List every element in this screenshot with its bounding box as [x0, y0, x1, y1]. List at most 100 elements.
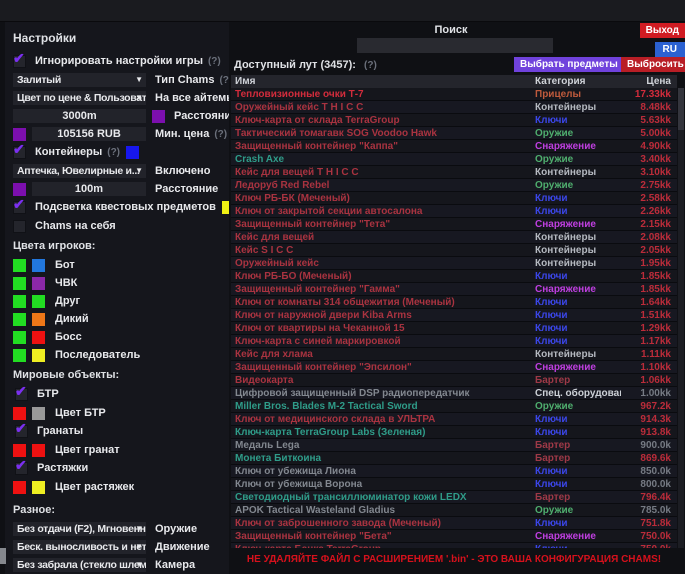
- table-row[interactable]: Ключ-карта с синей маркировкой Ключи 1.17k…: [231, 335, 677, 348]
- table-row[interactable]: Монета Биткоина Бартер 869.6k: [231, 452, 677, 465]
- quest-highlight-swatch[interactable]: [221, 200, 229, 214]
- btr-checkbox[interactable]: ✔: [15, 384, 28, 401]
- min-price-row: 105156 RUB Мин. цена (?): [13, 127, 227, 141]
- window-resize-tab[interactable]: [0, 548, 6, 564]
- btr-color-swatch-1[interactable]: [13, 406, 26, 420]
- movement-dropdown[interactable]: Беск. выносливость и нет устал ▼: [13, 540, 146, 554]
- table-row[interactable]: Ключ от убежища Ворона Ключи 800.0k: [231, 478, 677, 491]
- distance-input[interactable]: 3000m: [13, 109, 146, 123]
- item-name: Ключ от заброшенного завода (Меченый): [235, 517, 442, 529]
- table-row[interactable]: Ключ-карта Банка TerraGroupКлючи750.0k: [231, 543, 677, 548]
- table-row[interactable]: Crash Axe Оружие 3.40kk: [231, 153, 677, 166]
- player-color-swatch-2[interactable]: [32, 276, 45, 290]
- item-price: 850.0k: [640, 465, 671, 477]
- table-row[interactable]: Ключ от медицинского склада в УЛЬТРА Ключ…: [231, 413, 677, 426]
- select-kappa-items-button[interactable]: Выбрать предметы каппа: [514, 57, 655, 72]
- item-name: Оружейный кейс: [235, 257, 319, 269]
- player-color-swatch-2[interactable]: [32, 258, 45, 272]
- table-row[interactable]: Светодиодный трансиллюминатор кожи LEDX Б…: [231, 491, 677, 504]
- table-row[interactable]: Защищенный контейнер "Эпсилон" Снаряжение…: [231, 361, 677, 374]
- table-row[interactable]: Ледоруб Red Rebel Оружие 2.75kk: [231, 179, 677, 192]
- column-header-price[interactable]: Цена: [646, 76, 671, 87]
- tripwire-color-swatch-2[interactable]: [32, 480, 45, 494]
- player-color-swatch-1[interactable]: [13, 330, 26, 344]
- table-row[interactable]: Ключ от закрытой секции автосалона Ключи 2…: [231, 205, 677, 218]
- grenades-checkbox[interactable]: ✔: [15, 421, 28, 438]
- table-row[interactable]: Цифровой защищенный DSP радиопередатчик С…: [231, 387, 677, 400]
- min-price-color-swatch[interactable]: [13, 127, 26, 141]
- table-row[interactable]: Медаль Lega Бартер 900.0k: [231, 439, 677, 452]
- table-row[interactable]: Видеокарта Бартер 1.06kk: [231, 374, 677, 387]
- column-header-category[interactable]: Категория: [535, 76, 586, 87]
- table-row[interactable]: Тактический томагавк SOG Voodoo Hawk Оруж…: [231, 127, 677, 140]
- ignore-game-settings-checkbox[interactable]: ✔: [13, 51, 26, 68]
- camera-dropdown[interactable]: Без забрала (стекло шлема) ▼: [13, 558, 146, 572]
- player-color-label: ЧВК: [55, 277, 78, 289]
- language-button[interactable]: RU: [654, 42, 685, 57]
- chams-type-dropdown[interactable]: Залитый ▼: [13, 73, 146, 87]
- search-input[interactable]: [357, 38, 553, 53]
- grenade-color-swatch-2[interactable]: [32, 443, 45, 457]
- player-color-swatch-2[interactable]: [32, 312, 45, 326]
- table-row[interactable]: Защищенный контейнер "Бета" Снаряжение 750…: [231, 530, 677, 543]
- player-color-swatch-1[interactable]: [13, 276, 26, 290]
- table-row[interactable]: Ключ от комнаты 314 общежития (Меченый) К…: [231, 296, 677, 309]
- player-color-swatch-1[interactable]: [13, 258, 26, 272]
- help-icon[interactable]: (?): [364, 60, 377, 71]
- player-color-swatch-1[interactable]: [13, 312, 26, 326]
- btr-color-swatch-2[interactable]: [32, 406, 45, 420]
- player-color-swatch-2[interactable]: [32, 294, 45, 308]
- player-color-swatch-2[interactable]: [32, 348, 45, 362]
- help-icon[interactable]: (?): [107, 146, 121, 158]
- exit-button[interactable]: Выход: [639, 23, 685, 38]
- table-row[interactable]: APOK Tactical Wasteland Gladius Оружие 785…: [231, 504, 677, 517]
- player-color-swatch-1[interactable]: [13, 294, 26, 308]
- weapon-dropdown[interactable]: Без отдачи (F2), Мгновенное п ▼: [13, 522, 146, 536]
- table-row[interactable]: Защищенный контейнер "Каппа" Снаряжение 4.…: [231, 140, 677, 153]
- table-row[interactable]: Ключ от заброшенного завода (Меченый) Клю…: [231, 517, 677, 530]
- quest-highlight-checkbox[interactable]: ✔: [13, 197, 26, 214]
- item-price: 1.64kk: [640, 296, 671, 308]
- table-row[interactable]: Miller Bros. Blades M-2 Tactical Sword Ор…: [231, 400, 677, 413]
- help-icon[interactable]: (?): [207, 55, 221, 67]
- table-row[interactable]: Кейс для хлама Контейнеры 1.11kk: [231, 348, 677, 361]
- table-row[interactable]: Тепловизионные очки Т-7 Прицелы 17.33kk: [231, 88, 677, 101]
- table-row[interactable]: Кейс для вещей T H I C C Контейнеры 3.10kk: [231, 166, 677, 179]
- containers-distance-input[interactable]: 100m: [32, 182, 146, 196]
- table-row[interactable]: Ключ РБ-БО (Меченый) Ключи 1.85kk: [231, 270, 677, 283]
- distance-color-swatch[interactable]: [152, 109, 165, 123]
- tripwires-checkbox[interactable]: ✔: [15, 458, 28, 475]
- chams-self-checkbox[interactable]: [13, 219, 26, 233]
- table-row[interactable]: Кейс S I C C Контейнеры 2.05kk: [231, 244, 677, 257]
- scrollbar-thumb[interactable]: [678, 88, 684, 130]
- grenade-color-swatch-1[interactable]: [13, 443, 26, 457]
- column-header-name[interactable]: Имя: [235, 76, 256, 87]
- table-row[interactable]: Ключ-карта от склада TerraGroup Ключи 5.63…: [231, 114, 677, 127]
- drop-all-button[interactable]: Выбросить все: [621, 57, 685, 72]
- item-category: Ключи: [535, 309, 568, 321]
- table-row[interactable]: Ключ-карта TerraGroup Labs (Зеленая) Ключ…: [231, 426, 677, 439]
- table-row[interactable]: Оружейный кейс Контейнеры 1.95kk: [231, 257, 677, 270]
- help-icon[interactable]: (?): [214, 128, 228, 140]
- table-scrollbar[interactable]: [678, 88, 684, 548]
- color-mode-dropdown[interactable]: Цвет по цене & Пользователь ▼: [13, 91, 146, 105]
- containers-checkbox[interactable]: ✔: [13, 142, 26, 159]
- table-row[interactable]: Ключ от наружной двери Kiba Arms Ключи 1.5…: [231, 309, 677, 322]
- table-row[interactable]: Ключ от убежища Лиона Ключи 850.0k: [231, 465, 677, 478]
- table-row[interactable]: Защищенный контейнер "Тета" Снаряжение 2.1…: [231, 218, 677, 231]
- table-row[interactable]: Оружейный кейс T H I C C Контейнеры 8.48kk: [231, 101, 677, 114]
- player-color-swatch-2[interactable]: [32, 330, 45, 344]
- containers-color-swatch[interactable]: [126, 145, 140, 159]
- item-category: Ключи: [535, 426, 568, 438]
- min-price-input[interactable]: 105156 RUB: [32, 127, 146, 141]
- containers-distance-swatch[interactable]: [13, 182, 26, 196]
- help-icon[interactable]: (?): [219, 74, 229, 86]
- item-price: 750.0k: [621, 544, 677, 549]
- tripwire-color-swatch-1[interactable]: [13, 480, 26, 494]
- table-row[interactable]: Ключ от квартиры на Чеканной 15 Ключи 1.29…: [231, 322, 677, 335]
- table-row[interactable]: Кейс для вещей Контейнеры 2.08kk: [231, 231, 677, 244]
- table-row[interactable]: Защищенный контейнер "Гамма" Снаряжение 1.…: [231, 283, 677, 296]
- player-color-swatch-1[interactable]: [13, 348, 26, 362]
- containers-filter-dropdown[interactable]: Аптечка, Ювелирные и... ▼: [13, 164, 146, 178]
- table-row[interactable]: Ключ РБ-БК (Меченый) Ключи 2.58kk: [231, 192, 677, 205]
